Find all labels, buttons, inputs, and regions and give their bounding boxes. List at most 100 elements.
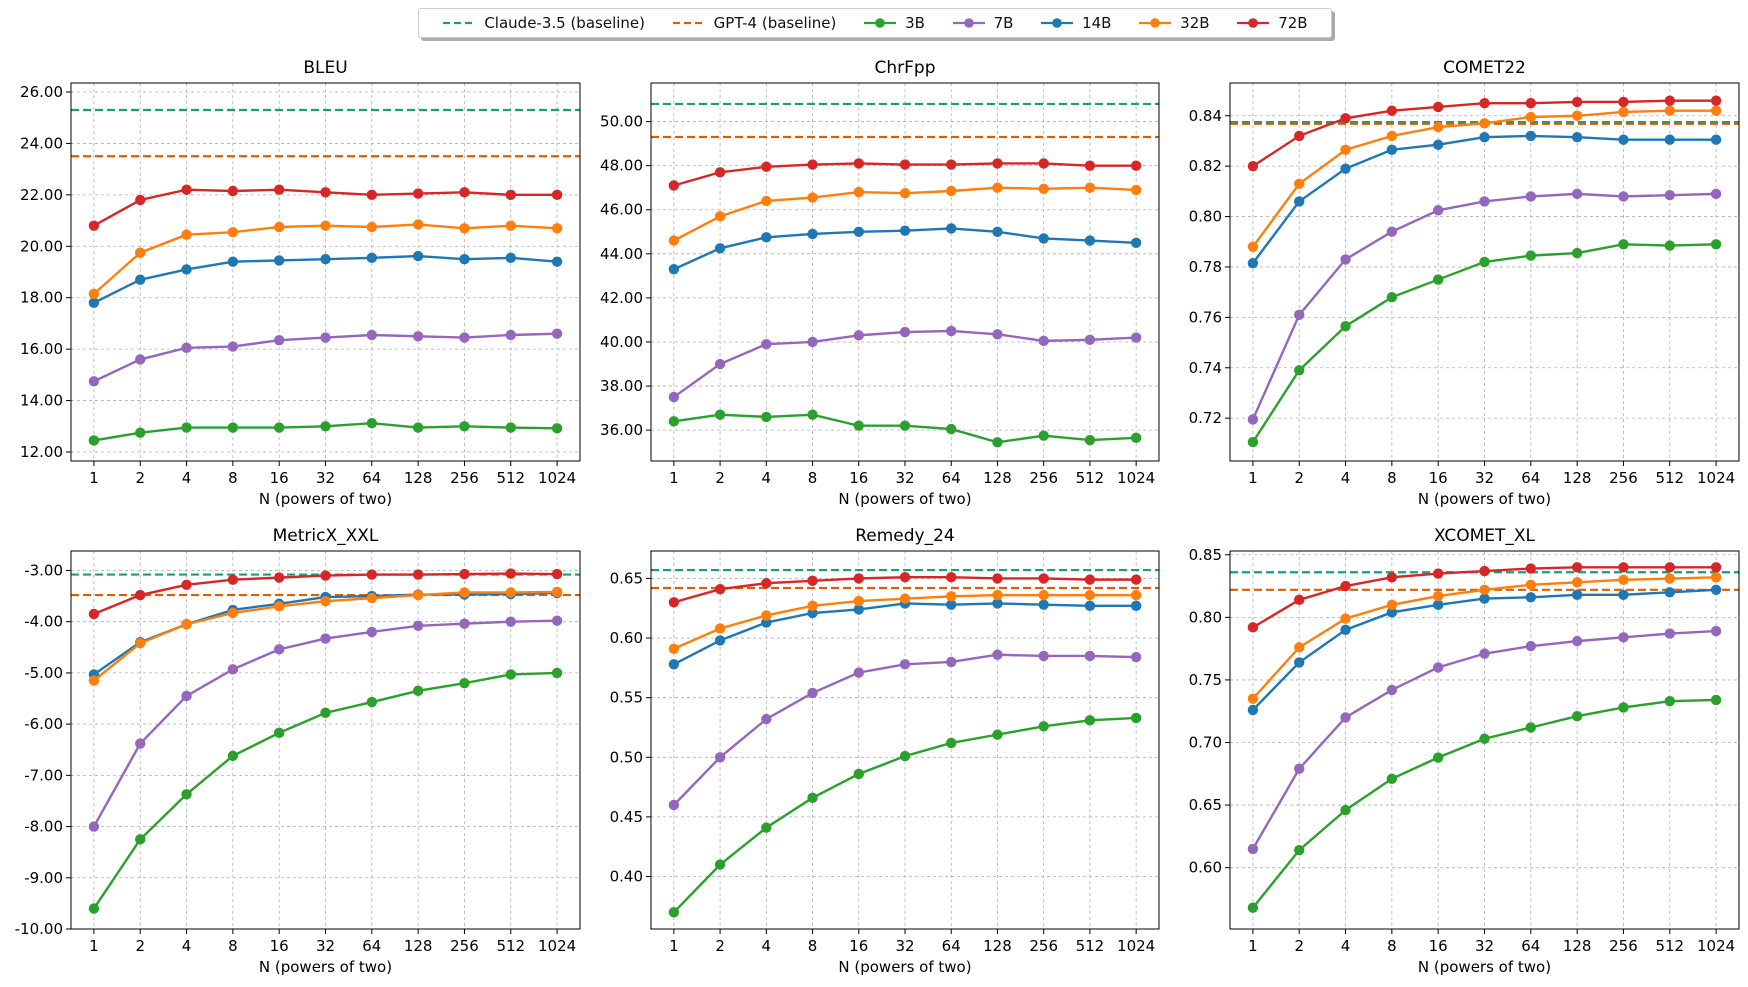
data-point-72b [1084,160,1096,171]
legend-label-14b: 14B [1082,14,1112,32]
data-point-72b [227,185,239,197]
data-point-14b [946,223,957,234]
x-tick-label: 64 [942,937,961,955]
y-tick-label: -7.00 [24,766,63,784]
data-point-7b [412,620,424,631]
data-point-72b [761,577,772,589]
data-point-32b [946,591,957,602]
data-point-72b [135,194,146,206]
data-point-14b [273,255,285,266]
y-tick-label: -8.00 [24,818,63,836]
data-point-14b [1340,163,1351,174]
data-point-7b [668,391,680,403]
x-tick-label: 2 [715,469,725,487]
data-point-7b [1247,843,1259,855]
data-point-72b [1247,160,1259,172]
data-point-3b [1386,773,1398,785]
x-tick-label: 128 [983,469,1012,487]
data-point-72b [761,161,772,172]
data-point-7b [853,330,864,341]
x-tick-label: 64 [1521,469,1540,487]
data-point-72b [88,220,100,231]
data-point-32b [946,185,957,197]
chart-title: MetricX_XXL [273,526,379,546]
data-point-72b [505,189,516,201]
x-tick-label: 8 [1387,937,1397,955]
data-point-72b [1386,572,1398,583]
data-point-72b [459,187,470,198]
x-tick-label: 512 [1655,469,1684,487]
data-point-7b [761,338,772,350]
data-point-72b [1525,563,1537,574]
data-point-32b [1525,579,1537,590]
data-point-3b [1710,239,1722,250]
data-point-7b [1664,628,1675,639]
data-point-14b [1247,704,1259,716]
data-point-3b [412,422,424,433]
data-point-14b [1432,139,1444,150]
x-tick-label: 64 [362,469,381,487]
data-point-72b [227,574,239,585]
x-tick-label: 2 [1294,937,1304,955]
data-point-72b [1386,105,1398,116]
data-point-14b [320,253,331,265]
data-point-72b [273,572,285,583]
data-point-7b [88,821,100,832]
data-point-3b [88,903,100,914]
y-tick-label: 48.00 [600,157,643,175]
y-tick-label: 26.00 [20,83,63,101]
data-point-3b [761,822,772,833]
data-point-72b [88,608,100,620]
data-point-14b [761,232,772,243]
data-point-7b [946,325,957,337]
data-point-72b [1571,96,1583,108]
data-point-32b [412,219,424,230]
data-point-72b [1432,101,1444,113]
data-point-32b [761,195,772,207]
legend-label-3b: 3B [905,14,925,32]
data-point-7b [992,329,1003,340]
data-point-32b [714,211,726,222]
data-point-7b [135,738,146,749]
data-point-3b [459,677,470,689]
data-point-14b [1386,144,1398,155]
data-point-32b [1130,589,1142,601]
data-point-32b [320,595,331,607]
data-point-32b [88,675,100,686]
x-axis-label: N (powers of two) [838,490,971,508]
data-point-3b [227,750,239,762]
data-point-7b [505,616,516,627]
data-point-72b [320,570,331,581]
data-point-72b [946,159,957,170]
data-point-3b [181,789,192,800]
y-tick-label: 0.60 [610,629,643,647]
data-point-72b [273,184,285,195]
data-point-7b [1386,684,1398,696]
data-point-7b [1571,635,1583,647]
x-tick-label: 16 [1429,937,1448,955]
data-point-3b [853,768,864,780]
data-point-3b [88,435,100,446]
data-point-32b [135,247,146,258]
data-point-14b [807,228,818,240]
data-point-14b [366,252,378,264]
data-point-72b [714,583,726,595]
x-tick-label: 8 [1387,469,1397,487]
legend-swatch-14b [1041,18,1074,28]
x-tick-label: 32 [1475,937,1494,955]
data-point-72b [807,159,818,170]
data-point-3b [1294,844,1305,856]
data-point-7b [1432,205,1444,216]
chart-title: XCOMET_XL [1434,526,1536,546]
x-tick-label: 1024 [1697,469,1735,487]
data-point-32b [1664,105,1675,116]
data-point-7b [1710,188,1722,200]
chart-panel-remedy-24: Remedy_24 1 2 4 8 16 32 64 128 256 512 1024 0.40 0.45… [610,526,1160,976]
x-axis-label: N (powers of two) [1418,490,1551,508]
data-point-32b [320,220,331,231]
data-point-7b [807,687,818,699]
chart-panel-xcomet-xl: XCOMET_XL 1 2 4 8 16 32 64 128 256 512 1024 0.60 0.65… [1189,526,1740,976]
data-point-7b [1525,191,1537,202]
x-tick-label: 128 [1563,937,1592,955]
